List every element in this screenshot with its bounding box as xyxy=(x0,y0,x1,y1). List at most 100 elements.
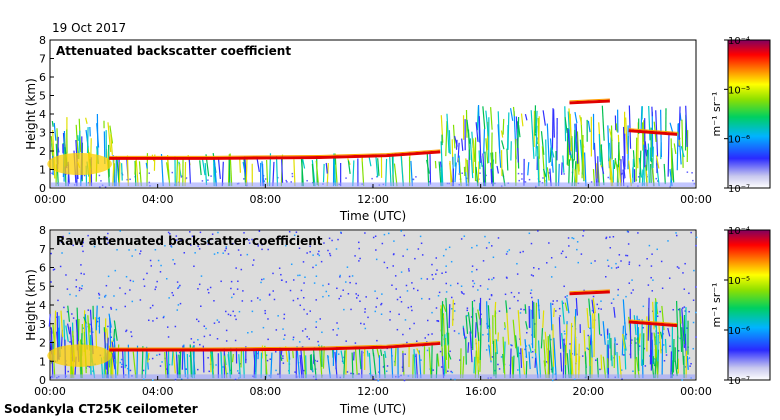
noise-pixel xyxy=(364,232,366,234)
noise-pixel xyxy=(156,317,158,320)
noise-pixel xyxy=(98,174,101,177)
noise-pixel xyxy=(522,250,524,253)
noise-pixel xyxy=(576,241,579,243)
backscatter-streak xyxy=(83,316,87,324)
backscatter-streak xyxy=(292,350,294,359)
noise-pixel xyxy=(215,364,217,366)
noise-pixel xyxy=(310,368,313,371)
noise-pixel xyxy=(528,232,531,235)
noise-pixel xyxy=(400,230,403,232)
noise-pixel xyxy=(236,288,239,290)
noise-pixel xyxy=(559,315,561,317)
noise-pixel xyxy=(528,344,530,347)
backscatter-streak xyxy=(670,138,673,181)
x-tick-labels: 00:00 04:00 08:00 12:00 16:00 20:00 00:00 xyxy=(34,184,712,206)
noise-pixel xyxy=(538,268,540,270)
backscatter-streak xyxy=(512,319,517,349)
noise-pixel xyxy=(567,237,570,239)
noise-pixel xyxy=(609,236,611,238)
backscatter-streak xyxy=(441,301,444,347)
backscatter-streak xyxy=(318,346,323,379)
noise-pixel xyxy=(336,322,338,324)
noise-pixel xyxy=(409,327,411,330)
noise-pixel xyxy=(556,300,558,302)
noise-pixel xyxy=(173,263,176,265)
noise-pixel xyxy=(268,293,271,296)
noise-pixel xyxy=(302,261,305,263)
noise-pixel xyxy=(399,296,402,298)
backscatter-streak xyxy=(254,350,257,379)
noise-pixel xyxy=(590,262,593,265)
noise-pixel xyxy=(367,316,369,319)
backscatter-streak xyxy=(670,351,673,379)
noise-pixel xyxy=(412,178,415,181)
backscatter-streak xyxy=(622,126,626,170)
noise-pixel xyxy=(373,378,376,381)
backscatter-streak xyxy=(389,156,392,187)
backscatter-streak xyxy=(593,311,596,357)
noise-pixel xyxy=(385,370,388,372)
noise-pixel xyxy=(621,172,624,175)
noise-pixel xyxy=(52,269,55,271)
noise-pixel xyxy=(376,297,378,300)
backscatter-streak xyxy=(87,315,91,351)
backscatter-streak xyxy=(118,162,121,187)
noise-pixel xyxy=(213,322,216,324)
noise-pixel xyxy=(303,282,305,284)
noise-pixel xyxy=(359,300,361,303)
backscatter-streak xyxy=(569,349,572,379)
noise-pixel xyxy=(59,239,62,242)
noise-pixel xyxy=(198,283,201,286)
noise-pixel xyxy=(471,246,473,249)
noise-pixel xyxy=(587,334,589,337)
backscatter-streak xyxy=(520,113,524,127)
noise-pixel xyxy=(266,359,269,362)
backscatter-streak xyxy=(502,118,505,135)
noise-pixel xyxy=(519,352,521,355)
y-tick-label: 6 xyxy=(39,71,46,84)
backscatter-streak xyxy=(675,300,679,339)
backscatter-streak xyxy=(76,307,79,342)
backscatter-streak xyxy=(512,106,515,117)
noise-pixel xyxy=(428,298,431,300)
noise-pixel xyxy=(213,300,215,302)
noise-pixel xyxy=(210,175,212,177)
noise-pixel xyxy=(376,339,378,342)
noise-pixel xyxy=(451,371,454,374)
backscatter-streak xyxy=(132,351,137,379)
noise-pixel xyxy=(282,362,285,364)
noise-pixel xyxy=(288,230,291,233)
noise-pixel xyxy=(53,268,56,270)
noise-pixel xyxy=(321,331,323,334)
noise-pixel xyxy=(389,310,391,313)
noise-pixel xyxy=(306,252,308,254)
noise-pixel xyxy=(97,292,100,295)
noise-pixel xyxy=(457,282,459,285)
noise-pixel xyxy=(440,366,443,368)
backscatter-streak xyxy=(528,345,532,354)
backscatter-streak xyxy=(438,161,442,187)
noise-pixel xyxy=(655,177,657,180)
backscatter-streak xyxy=(54,310,57,355)
cloud-base-line xyxy=(569,290,610,296)
backscatter-streak xyxy=(681,119,684,168)
noise-pixel xyxy=(377,379,380,382)
backscatter-streak xyxy=(221,161,224,187)
noise-pixel xyxy=(498,310,501,312)
noise-pixel xyxy=(381,293,383,295)
backscatter-streak xyxy=(592,298,596,314)
noise-pixel xyxy=(75,279,78,281)
noise-pixel xyxy=(491,278,493,281)
backscatter-streak xyxy=(650,332,653,371)
noise-pixel xyxy=(504,293,507,296)
noise-pixel xyxy=(302,296,305,299)
noise-pixel xyxy=(505,253,508,255)
noise-pixel xyxy=(513,296,516,298)
backscatter-streak xyxy=(51,120,54,127)
noise-pixel xyxy=(465,336,467,339)
noise-pixel xyxy=(376,175,378,178)
noise-pixel xyxy=(532,275,535,277)
noise-pixel xyxy=(345,281,347,283)
noise-pixel xyxy=(594,260,596,262)
noise-pixel xyxy=(678,267,680,269)
